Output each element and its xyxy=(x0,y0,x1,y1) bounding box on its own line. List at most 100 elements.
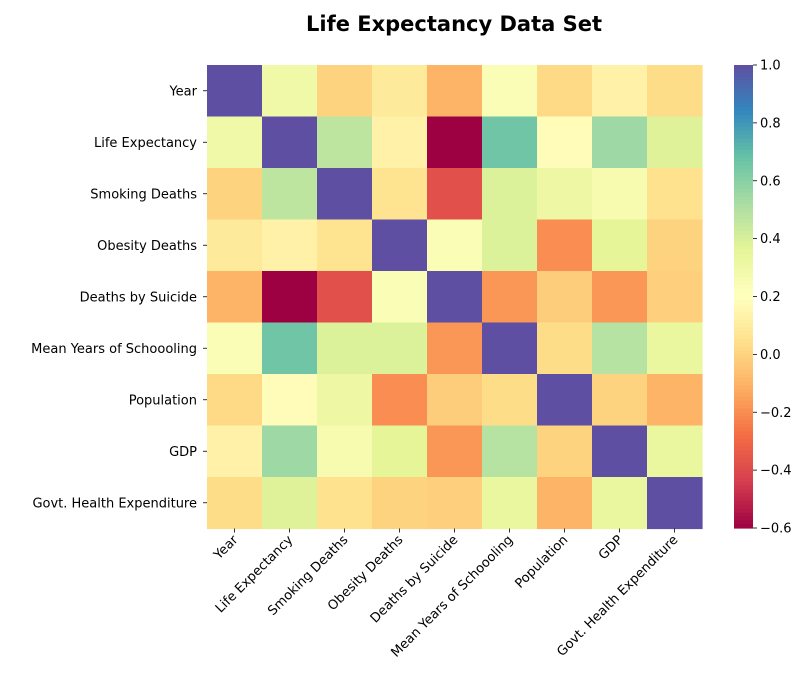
colorbar-segment xyxy=(734,439,753,444)
colorbar-tick-label: −0.2 xyxy=(760,406,792,421)
colorbar-segment xyxy=(734,192,753,197)
heatmap-cell xyxy=(262,425,318,478)
colorbar-segment xyxy=(734,408,753,413)
heatmap-cell xyxy=(207,322,263,375)
y-axis-tick-label: Smoking Deaths xyxy=(90,187,197,202)
colorbar-segment xyxy=(734,173,753,178)
heatmap-cell xyxy=(207,477,263,530)
colorbar-segment xyxy=(734,369,753,375)
colorbar-segment xyxy=(734,115,753,120)
heatmap-cell xyxy=(207,65,263,118)
heatmap-cell xyxy=(262,65,318,118)
y-axis-tick-label: Govt. Health Expenditure xyxy=(32,496,197,511)
colorbar-segment xyxy=(734,327,753,332)
heatmap-cell xyxy=(372,65,428,118)
colorbar-segment xyxy=(734,454,753,460)
colorbar-segment xyxy=(734,338,753,344)
colorbar-tick-label: −0.4 xyxy=(760,464,792,479)
heatmap-cell xyxy=(482,116,538,169)
colorbar-segment xyxy=(734,138,753,143)
colorbar-segment xyxy=(734,392,753,398)
y-axis-tick-label: Deaths by Suicide xyxy=(80,290,197,305)
heatmap-cell xyxy=(482,477,538,530)
colorbar-segment xyxy=(734,385,753,390)
heatmap-cell xyxy=(372,322,428,375)
colorbar-segment xyxy=(734,277,753,282)
heatmap-cell xyxy=(647,322,703,375)
heatmap-cell xyxy=(427,322,483,375)
colorbar-segment xyxy=(734,419,753,425)
heatmap-cell xyxy=(317,168,373,221)
colorbar-segment xyxy=(734,219,753,224)
heatmap-cell xyxy=(207,271,263,324)
colorbar-segment xyxy=(734,470,753,475)
colorbar-segment xyxy=(734,230,753,236)
colorbar-segment xyxy=(734,165,753,170)
colorbar-segment xyxy=(734,281,753,286)
colorbar-segment xyxy=(734,346,753,352)
colorbar-segment xyxy=(734,284,753,290)
heatmap-cell xyxy=(427,168,483,221)
colorbar-segment xyxy=(734,142,753,147)
heatmap-cell xyxy=(317,219,373,272)
y-axis-tick-label: Population xyxy=(129,393,197,408)
colorbar-segment xyxy=(734,119,753,124)
heatmap-cell xyxy=(317,425,373,478)
colorbar-segment xyxy=(734,203,753,209)
heatmap-cell xyxy=(207,425,263,478)
heatmap-cell xyxy=(372,271,428,324)
heatmap-cell xyxy=(592,168,648,221)
colorbar-segment xyxy=(734,76,753,82)
colorbar-segment xyxy=(734,458,753,464)
colorbar-segment xyxy=(734,373,753,379)
colorbar-segment xyxy=(734,323,753,328)
colorbar-segment xyxy=(734,250,753,255)
heatmap-cell xyxy=(207,219,263,272)
colorbar-segment xyxy=(734,157,753,163)
heatmap-cell xyxy=(427,477,483,530)
colorbar-segment xyxy=(734,481,753,487)
colorbar-segment xyxy=(734,130,753,136)
colorbar-tick-label: 0.2 xyxy=(760,290,781,305)
colorbar-segment xyxy=(734,257,753,263)
colorbar-tick-label: 0.4 xyxy=(760,232,781,247)
heatmap-cell xyxy=(482,425,538,478)
heatmap-cell xyxy=(427,271,483,324)
colorbar-segment xyxy=(734,300,753,305)
heatmap-cell xyxy=(372,425,428,478)
colorbar-segment xyxy=(734,462,753,467)
heatmap-cell xyxy=(372,374,428,427)
y-axis-tick-label: Obesity Deaths xyxy=(97,239,197,254)
heatmap-cell xyxy=(262,271,318,324)
colorbar-segment xyxy=(734,315,753,321)
heatmap-cell xyxy=(207,374,263,427)
heatmap-cell xyxy=(427,425,483,478)
colorbar-segment xyxy=(734,508,753,514)
colorbar-segment xyxy=(734,319,753,325)
colorbar-segment xyxy=(734,238,753,244)
colorbar-segment xyxy=(734,362,753,367)
heatmap-cell xyxy=(262,322,318,375)
heatmap-cell xyxy=(592,116,648,169)
heatmap-cell xyxy=(262,477,318,530)
colorbar-segment xyxy=(734,88,753,93)
colorbar-segment xyxy=(734,288,753,294)
heatmap-cell xyxy=(482,374,538,427)
heatmap-cell xyxy=(482,65,538,118)
heatmap-cell xyxy=(537,116,593,169)
colorbar-segment xyxy=(734,473,753,479)
colorbar-segment xyxy=(734,184,753,190)
colorbar-segment xyxy=(734,265,753,271)
colorbar-segment xyxy=(734,273,753,278)
colorbar-segment xyxy=(734,308,753,313)
colorbar-segment xyxy=(734,404,753,409)
colorbar-segment xyxy=(734,396,753,402)
colorbar-segment xyxy=(734,254,753,259)
colorbar-segment xyxy=(734,381,753,386)
colorbar-segment xyxy=(734,227,753,232)
colorbar-tick-label: 0.6 xyxy=(760,174,781,189)
colorbar-segment xyxy=(734,68,753,74)
colorbar-segment xyxy=(734,423,753,429)
colorbar-segment xyxy=(734,200,753,205)
